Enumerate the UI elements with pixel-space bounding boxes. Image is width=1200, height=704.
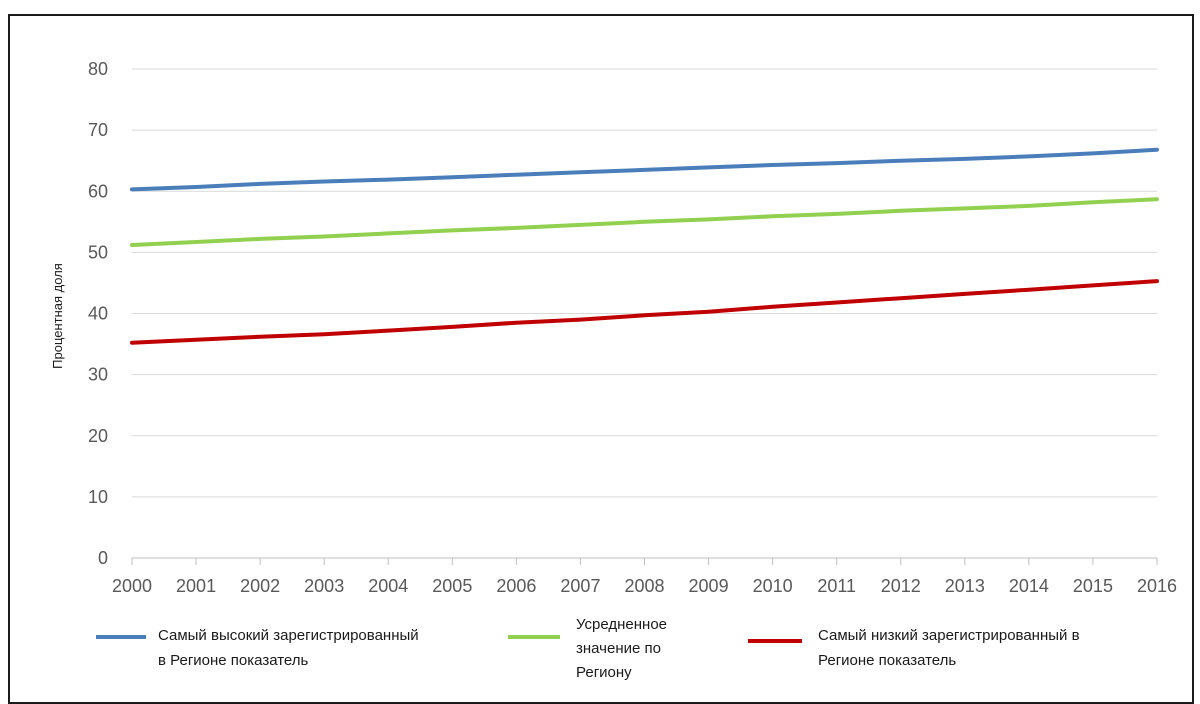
x-tick-label: 2014 [1009, 576, 1049, 596]
legend: Самый высокий зарегистрированный в Регион… [96, 616, 1080, 681]
y-tick-label: 0 [98, 548, 108, 568]
x-tick-label: 2007 [560, 576, 600, 596]
legend-label-line: Регионе показатель [818, 652, 956, 669]
line-chart: 2000 2001 2002 2003 2004 2005 2006 2007 2008 2009… [50, 59, 1177, 681]
legend-item: Самый высокий зарегистрированный в Регион… [96, 627, 419, 669]
legend-item: Самый низкий зарегистрированный в Регионе… [748, 627, 1080, 669]
x-tick-label: 2003 [304, 576, 344, 596]
legend-label-line: Региону [576, 664, 632, 681]
series-line-1 [130, 147, 1159, 192]
x-tick-label: 2001 [176, 576, 216, 596]
legend-item: Усредненное значение по Региону [508, 616, 667, 681]
x-tick-label: 2013 [945, 576, 985, 596]
y-tick-label: 40 [88, 304, 108, 324]
y-axis-label: Процентная доля [50, 263, 65, 369]
chart-frame [8, 14, 1194, 704]
legend-label-line: Усредненное [576, 616, 667, 633]
x-tick-label: 2008 [624, 576, 664, 596]
legend-label-line: Самый высокий зарегистрированный [158, 627, 419, 644]
x-tick-label: 2010 [753, 576, 793, 596]
legend-label-line: значение по [576, 640, 661, 657]
x-tick-label: 2012 [881, 576, 921, 596]
y-tick-label: 60 [88, 181, 108, 201]
x-tick-label: 2011 [817, 576, 856, 596]
y-axis: 0 10 20 30 40 50 60 70 80 [88, 59, 108, 568]
y-tick-label: 50 [88, 242, 108, 262]
x-tick-label: 2004 [368, 576, 408, 596]
x-tick-label: 2016 [1137, 576, 1177, 596]
x-tick-label: 2015 [1073, 576, 1113, 596]
legend-label-line: в Регионе показатель [158, 652, 309, 669]
y-tick-label: 10 [88, 487, 108, 507]
legend-label-line: Самый низкий зарегистрированный в [818, 627, 1080, 644]
y-tick-label: 80 [88, 59, 108, 79]
y-tick-label: 70 [88, 120, 108, 140]
x-tick-label: 2000 [112, 576, 152, 596]
x-axis: 2000 2001 2002 2003 2004 2005 2006 2007 2008 2009… [112, 557, 1177, 596]
x-tick-label: 2006 [496, 576, 536, 596]
x-tick-label: 2002 [240, 576, 280, 596]
x-tick-label: 2009 [689, 576, 729, 596]
y-tick-label: 20 [88, 426, 108, 446]
y-tick-label: 30 [88, 365, 108, 385]
x-tick-label: 2005 [432, 576, 472, 596]
gridlines [132, 68, 1157, 498]
series-line-3 [130, 279, 1159, 345]
series-line-2 [130, 197, 1159, 247]
series-lines [130, 147, 1159, 345]
